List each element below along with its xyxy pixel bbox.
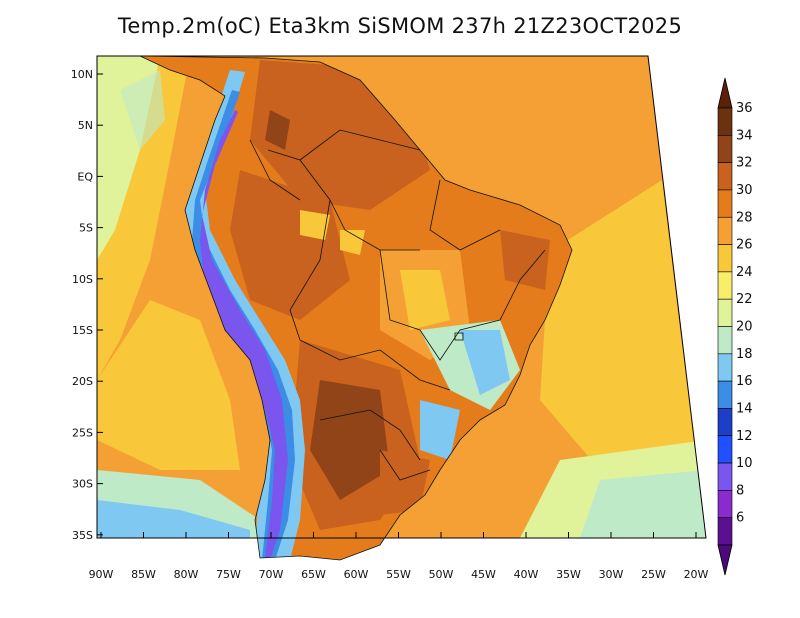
colorbar: 36 34 32 30 28 26 24 22 20 18 16 14 12 10 8 6 — [717, 77, 753, 576]
colorbar-label: 32 — [736, 156, 753, 171]
lat-label: 30S — [72, 478, 93, 491]
colorbar-label: 14 — [736, 401, 753, 416]
colorbar-label: 28 — [736, 210, 753, 225]
colorbar-label: 10 — [736, 456, 753, 471]
lat-label: 15S — [72, 324, 93, 337]
colorbar-bin — [717, 490, 733, 518]
colorbar-label: 6 — [736, 511, 744, 526]
colorbar-label: 36 — [736, 101, 753, 116]
lat-label: 25S — [72, 426, 93, 439]
colorbar-label: 8 — [736, 483, 744, 498]
colorbar-bin — [717, 162, 733, 191]
lon-label: 70W — [259, 568, 284, 581]
lon-label: 50W — [429, 568, 454, 581]
lat-label: EQ — [77, 170, 93, 183]
lon-label: 85W — [131, 568, 156, 581]
lon-label: 55W — [386, 568, 411, 581]
colorbar-label: 22 — [736, 292, 753, 307]
lat-label: 5S — [79, 222, 93, 235]
lat-label: 20S — [72, 375, 93, 388]
lon-label: 25W — [641, 568, 666, 581]
colorbar-bin — [717, 353, 733, 382]
colorbar-label: 24 — [736, 265, 753, 280]
colorbar-label: 16 — [736, 374, 753, 389]
lat-label: 5N — [78, 119, 93, 132]
lat-label: 10N — [71, 68, 93, 81]
colorbar-label: 20 — [736, 320, 753, 335]
latitude-ticks: 10N 5N EQ 5S 10S 15S 20S 25S 30S 35S — [71, 68, 103, 542]
colorbar-bin — [717, 107, 733, 136]
colorbar-bottom-arrow — [717, 544, 733, 576]
colorbar-bin — [717, 517, 733, 546]
colorbar-bin — [717, 462, 733, 491]
colorbar-label: 12 — [736, 429, 753, 444]
lon-label: 30W — [599, 568, 624, 581]
lon-label: 20W — [684, 568, 709, 581]
colorbar-bin — [717, 135, 733, 163]
lon-label: 40W — [514, 568, 539, 581]
colorbar-label: 34 — [736, 128, 753, 143]
colorbar-bin — [717, 408, 733, 437]
colorbar-bin — [717, 435, 733, 464]
colorbar-label: 18 — [736, 347, 753, 362]
lon-label: 45W — [471, 568, 496, 581]
lon-label: 80W — [174, 568, 199, 581]
lat-label: 35S — [72, 529, 93, 542]
colorbar-bin — [717, 244, 733, 273]
colorbar-bin — [717, 189, 733, 218]
country-borders — [139, 55, 573, 561]
lon-label: 35W — [556, 568, 581, 581]
colorbar-bin — [717, 271, 733, 300]
colorbar-label: 26 — [736, 238, 753, 253]
lat-label: 10S — [72, 273, 93, 286]
colorbar-bin — [717, 380, 733, 409]
lon-label: 90W — [89, 568, 114, 581]
longitude-ticks: 90W 85W 80W 75W 70W 65W 60W 55W 50W 45W 40W 35W 30W 2… — [89, 532, 709, 581]
lon-label: 75W — [216, 568, 241, 581]
colorbar-bin — [717, 216, 733, 245]
lon-label: 60W — [344, 568, 369, 581]
colorbar-bin — [717, 326, 733, 355]
colorbar-label: 30 — [736, 183, 753, 198]
lon-label: 65W — [301, 568, 326, 581]
colorbar-bin — [717, 298, 733, 327]
map-title: Temp.2m(oC) Eta3km SiSMOM 237h 21Z23OCT2… — [117, 14, 683, 38]
colorbar-top-arrow — [717, 77, 733, 109]
